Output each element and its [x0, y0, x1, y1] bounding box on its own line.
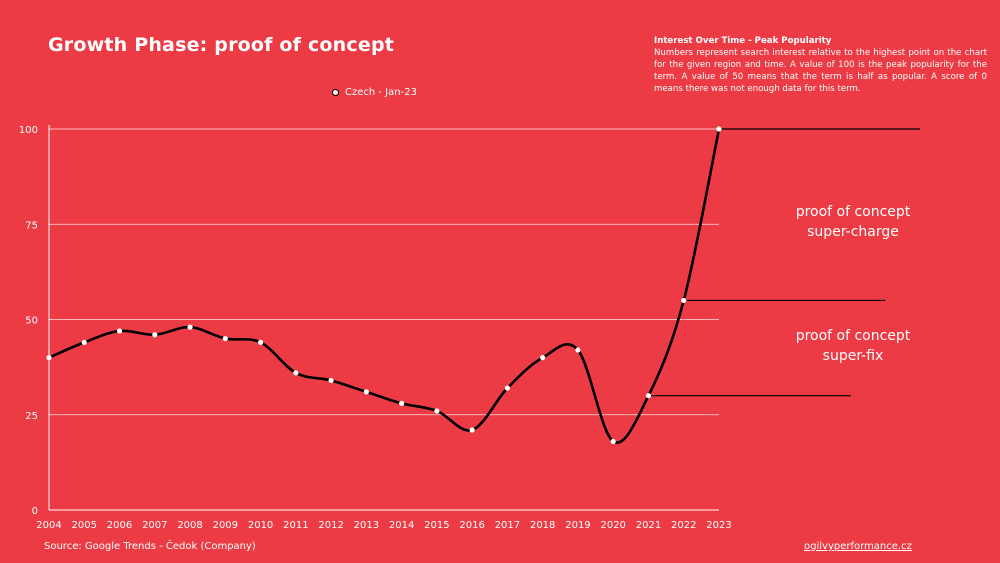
x-tick-label: 2011 [283, 520, 308, 531]
x-tick-label: 2015 [424, 520, 449, 531]
annotation-upper: proof of concept super-charge [780, 202, 926, 242]
x-tick-label: 2010 [248, 520, 273, 531]
annotation-lower-line1: proof of concept [795, 328, 911, 344]
data-point [187, 324, 193, 330]
data-point [328, 377, 334, 384]
data-point [257, 339, 264, 345]
data-point [469, 427, 475, 433]
annotation-upper-line1: proof of concept [795, 204, 911, 220]
data-point [716, 126, 722, 132]
data-point [293, 370, 299, 376]
x-tick-label: 2014 [389, 520, 414, 531]
chart-legend: Czech - Jan-23 [332, 87, 417, 98]
x-tick-label: 2008 [177, 520, 202, 531]
x-tick-label: 2013 [354, 520, 379, 531]
x-tick-label: 2012 [318, 520, 343, 531]
data-point [363, 389, 369, 395]
data-point [152, 332, 158, 338]
data-point [434, 408, 440, 414]
x-tick-label: 2018 [530, 520, 555, 531]
data-point [575, 347, 581, 353]
y-tick-label: 100 [19, 125, 38, 136]
data-point [540, 355, 546, 361]
annotation-lower-line2: super-fix [822, 348, 884, 364]
data-point [222, 335, 228, 342]
x-tick-label: 2016 [459, 520, 484, 531]
x-tick-label: 2009 [213, 520, 238, 531]
page-title: Growth Phase: proof of concept [48, 34, 395, 56]
info-box: Interest Over Time - Peak Popularity Num… [654, 35, 987, 95]
y-tick-label: 0 [32, 506, 38, 517]
x-tick-label: 2021 [636, 520, 661, 531]
y-tick-label: 25 [25, 411, 38, 422]
data-point [46, 355, 52, 361]
x-tick-label: 2007 [142, 520, 167, 531]
data-point [610, 438, 616, 445]
info-body: Numbers represent search interest relati… [654, 48, 987, 94]
data-point [116, 328, 123, 334]
annotation-lower: proof of concept super-fix [780, 326, 926, 366]
x-tick-label: 2006 [107, 520, 132, 531]
x-tick-label: 2005 [72, 520, 97, 531]
x-tick-label: 2017 [495, 520, 520, 531]
data-point [504, 385, 511, 391]
info-title: Interest Over Time - Peak Popularity [654, 36, 832, 46]
annotation-upper-line2: super-charge [807, 224, 899, 240]
x-tick-label: 2020 [600, 520, 625, 531]
data-point [645, 393, 652, 399]
legend-marker-icon [332, 89, 339, 96]
x-tick-label: 2023 [706, 520, 731, 531]
data-point [681, 297, 687, 304]
site-link[interactable]: ogilvyperformance.cz [804, 541, 912, 552]
legend-label: Czech - Jan-23 [345, 87, 417, 98]
x-tick-label: 2004 [36, 520, 61, 531]
y-tick-label: 75 [25, 220, 38, 231]
data-point [399, 400, 405, 406]
source-note: Source: Google Trends - Čedok (Company) [44, 541, 256, 552]
y-tick-label: 50 [25, 316, 38, 327]
series-line [48, 128, 721, 444]
data-point [81, 339, 87, 345]
x-tick-label: 2019 [565, 520, 590, 531]
x-tick-label: 2022 [671, 520, 696, 531]
